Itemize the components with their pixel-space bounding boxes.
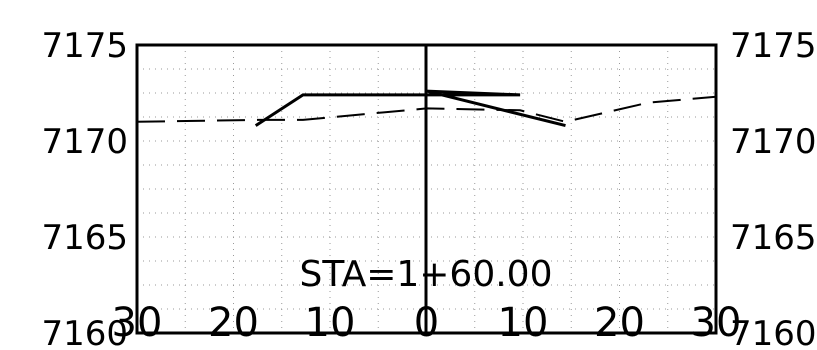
y-tick-label-left: 7165 [41, 218, 128, 258]
y-tick-label-right: 7165 [730, 218, 817, 258]
y-axis-right: 7160 7165 7170 7175 [730, 26, 817, 350]
x-tick-label: 0 [414, 300, 439, 346]
proposed-section-line [254, 89, 566, 128]
y-axis-left: 7160 7165 7170 7175 [41, 26, 128, 350]
x-tick-label: 10 [305, 300, 356, 346]
x-axis-offsets: 30 20 10 0 10 20 30 [112, 300, 742, 346]
y-tick-label-left: 7160 [41, 314, 128, 350]
x-tick-label: 30 [112, 300, 163, 346]
x-tick-label: 20 [594, 300, 645, 346]
y-tick-label-right: 7160 [730, 314, 817, 350]
y-tick-label-right: 7175 [730, 26, 817, 66]
y-tick-label-left: 7170 [41, 122, 128, 162]
x-tick-label: 10 [498, 300, 549, 346]
station-label: STA=1+60.00 [300, 254, 553, 295]
y-tick-label-left: 7175 [41, 26, 128, 66]
x-tick-label: 20 [208, 300, 259, 346]
x-tick-label: 30 [691, 300, 742, 346]
profile-lines [136, 89, 717, 128]
y-tick-label-right: 7170 [730, 122, 817, 162]
existing-ground-line [136, 95, 717, 123]
